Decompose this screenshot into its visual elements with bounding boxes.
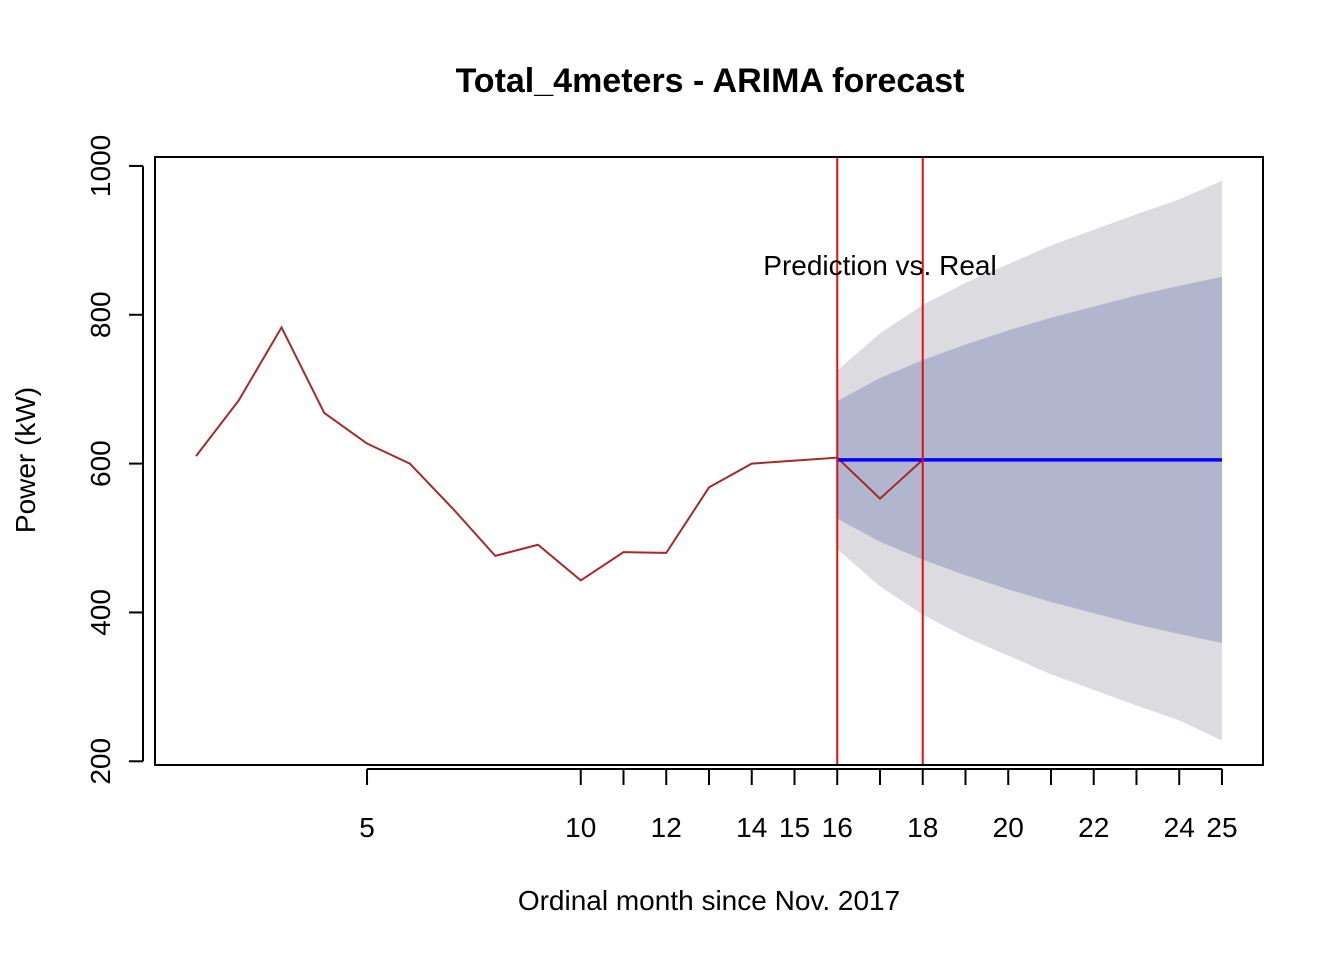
x-tick-label: 18 [907, 812, 938, 843]
x-tick-label: 12 [651, 812, 682, 843]
history-line [195, 325, 924, 582]
x-tick-label: 15 [779, 812, 810, 843]
x-axis-label: Ordinal month since Nov. 2017 [518, 885, 900, 916]
annotation: Prediction vs. Real [763, 250, 996, 281]
x-tick-label: 24 [1164, 812, 1195, 843]
x-tick-label: 25 [1206, 812, 1237, 843]
y-axis-label: Power (kW) [10, 387, 41, 533]
y-tick-label: 200 [85, 738, 116, 785]
y-tick-label: 1000 [85, 135, 116, 197]
y-tick-label: 600 [85, 440, 116, 487]
x-tick-label: 20 [993, 812, 1024, 843]
x-tick-label: 10 [565, 812, 596, 843]
x-tick-label: 16 [822, 812, 853, 843]
y-tick-label: 400 [85, 589, 116, 636]
plot-frame [154, 156, 1264, 766]
x-tick-label: 14 [736, 812, 767, 843]
x-tick-label: 22 [1078, 812, 1109, 843]
y-tick-label: 800 [85, 291, 116, 338]
chart-title: Total_4meters - ARIMA forecast [456, 62, 965, 100]
x-tick-label: 5 [359, 812, 375, 843]
